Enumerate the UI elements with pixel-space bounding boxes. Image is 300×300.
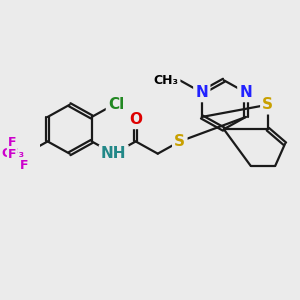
Text: F: F: [8, 136, 16, 149]
Text: S: S: [174, 134, 185, 149]
Text: N: N: [239, 85, 252, 100]
Text: NH: NH: [101, 146, 127, 161]
Text: CF₃: CF₃: [1, 147, 24, 160]
Text: O: O: [129, 112, 142, 127]
Text: S: S: [262, 97, 273, 112]
Text: F: F: [20, 159, 28, 172]
Text: CH₃: CH₃: [154, 74, 178, 87]
Text: F: F: [8, 148, 16, 161]
Text: N: N: [195, 85, 208, 100]
Text: Cl: Cl: [108, 97, 124, 112]
